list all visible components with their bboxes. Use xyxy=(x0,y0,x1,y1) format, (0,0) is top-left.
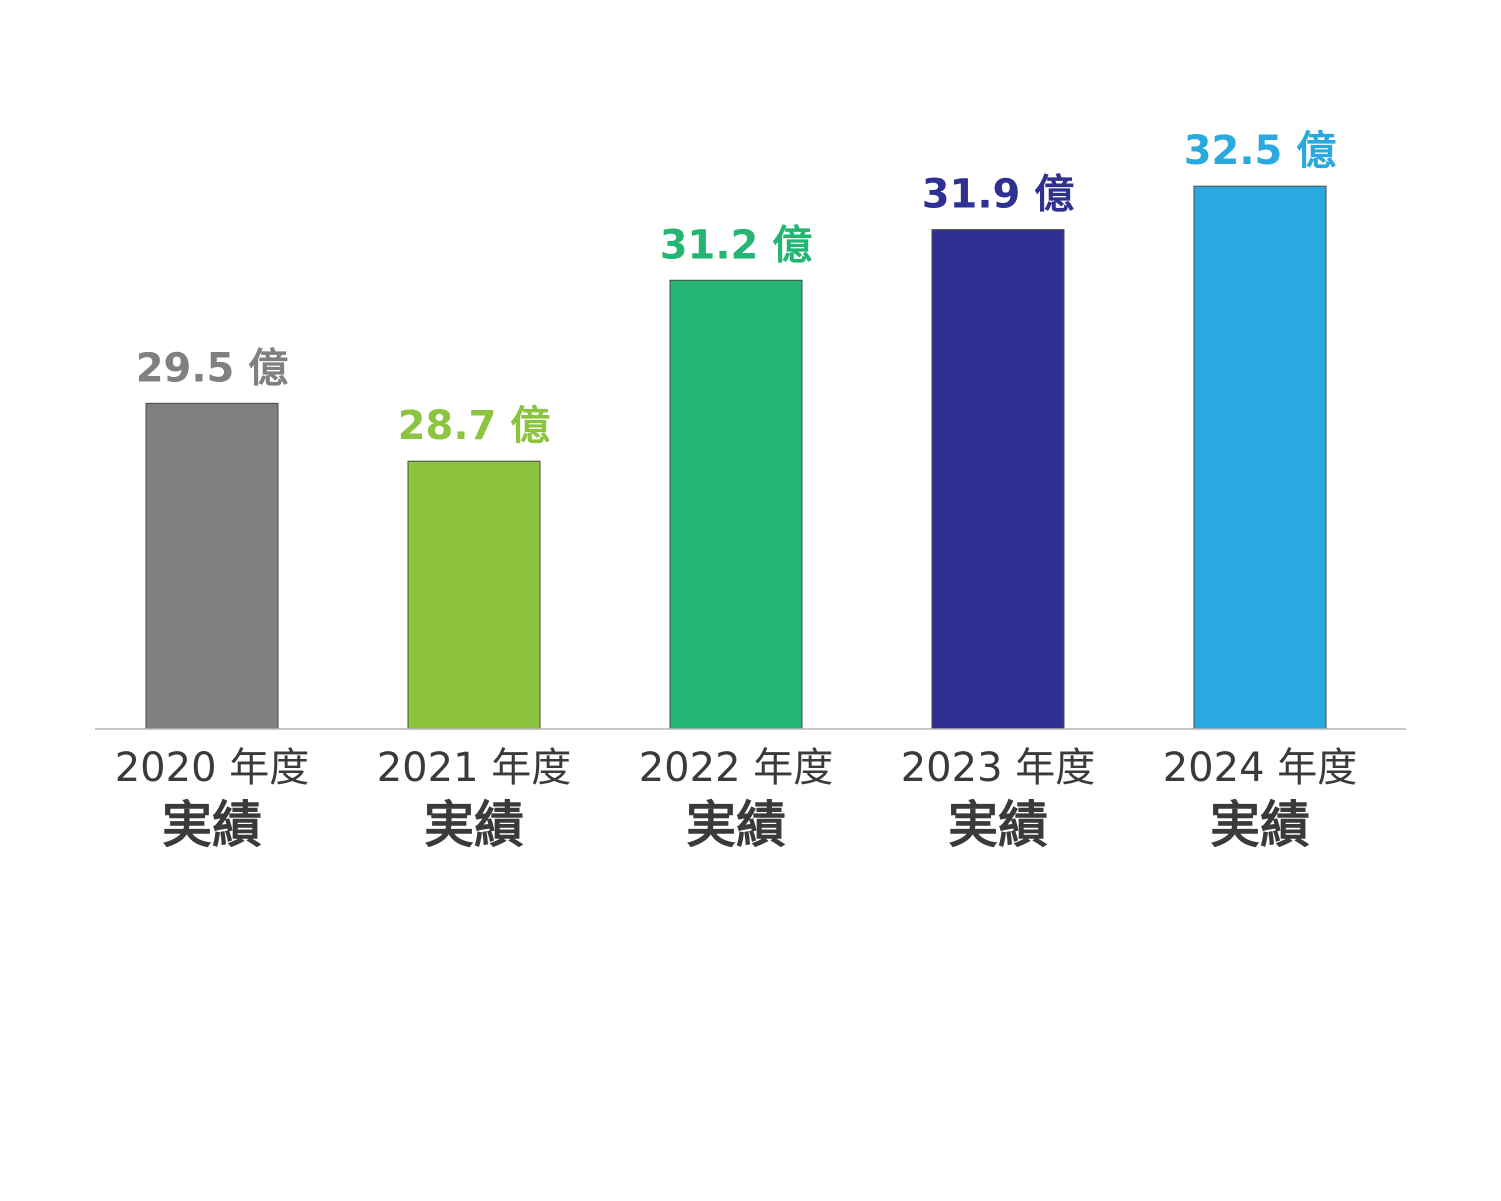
x-sublabel-0: 実績 xyxy=(162,796,262,854)
x-tick-label-2: 2022 年度 xyxy=(639,745,834,791)
bar-4 xyxy=(1193,185,1327,730)
bar-2 xyxy=(669,279,803,730)
x-tick-label-1: 2021 年度 xyxy=(377,745,572,791)
value-label-3: 31.9 億 xyxy=(922,172,1075,218)
value-labels-group: 29.5 億 28.7 億 31.2 億 31.9 億 32.5 億 xyxy=(136,128,1337,449)
bar-0 xyxy=(145,402,279,730)
x-sublabel-2: 実績 xyxy=(686,796,786,854)
value-label-4: 32.5 億 xyxy=(1184,128,1337,174)
x-tick-label-3: 2023 年度 xyxy=(901,745,1096,791)
bar-3 xyxy=(931,229,1065,730)
value-label-0: 29.5 億 xyxy=(136,345,289,391)
x-sublabel-4: 実績 xyxy=(1210,796,1310,854)
x-sublabel-1: 実績 xyxy=(424,796,524,854)
x-tick-label-0: 2020 年度 xyxy=(115,745,310,791)
value-label-2: 31.2 億 xyxy=(660,222,813,268)
bar-1 xyxy=(407,460,541,730)
bars-group xyxy=(145,185,1327,730)
x-sublabel-3: 実績 xyxy=(948,796,1048,854)
value-label-1: 28.7 億 xyxy=(398,403,551,449)
x-tick-label-4: 2024 年度 xyxy=(1163,745,1358,791)
